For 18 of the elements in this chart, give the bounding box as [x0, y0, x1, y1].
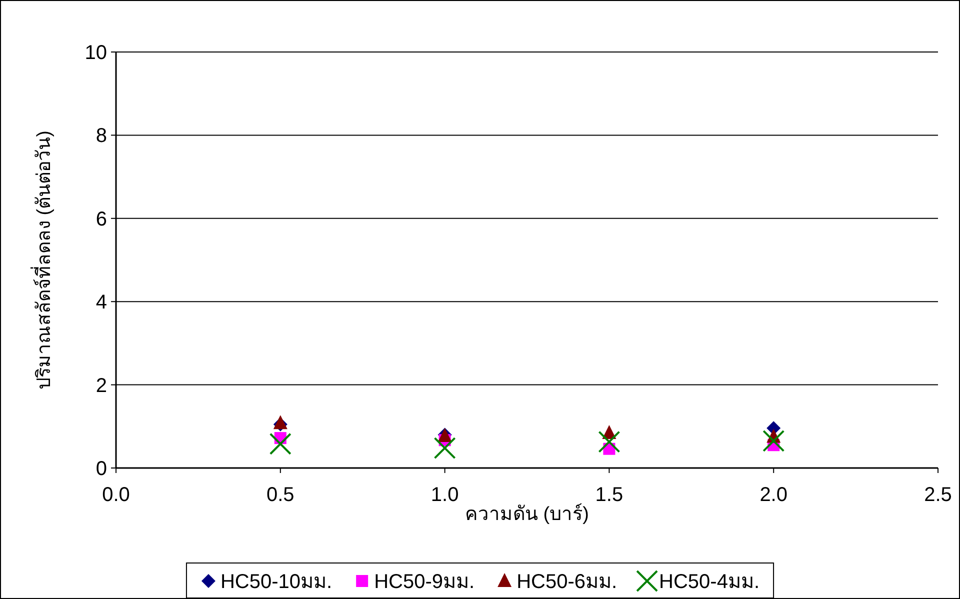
- legend-label: HC50-6มม.: [516, 571, 618, 593]
- y-tick-label: 8: [96, 125, 107, 148]
- x-tick-label: 2.5: [924, 484, 952, 506]
- y-axis-title: ปริมาณสลัดจ์ที่ลดลง (ตันต่อวัน): [30, 130, 55, 390]
- y-tick-label: 4: [96, 292, 107, 314]
- x-axis-title: ความดัน (บาร์): [465, 503, 589, 525]
- x-tick-label: 0.5: [266, 484, 294, 506]
- y-tick-label: 0: [96, 458, 107, 480]
- x-tick-label: 1.5: [595, 484, 624, 506]
- x-tick-label: 0.0: [102, 484, 130, 506]
- legend-label: HC50-4มม.: [659, 571, 760, 593]
- x-tick-label: 2.0: [760, 484, 788, 506]
- y-tick-label: 6: [96, 208, 107, 230]
- x-tick-label: 1.0: [430, 484, 459, 506]
- y-tick-label: 10: [84, 42, 107, 64]
- y-tick-label: 2: [96, 374, 107, 397]
- legend-label: HC50-9มม.: [374, 571, 475, 593]
- legend-label: HC50-10มม.: [220, 571, 332, 593]
